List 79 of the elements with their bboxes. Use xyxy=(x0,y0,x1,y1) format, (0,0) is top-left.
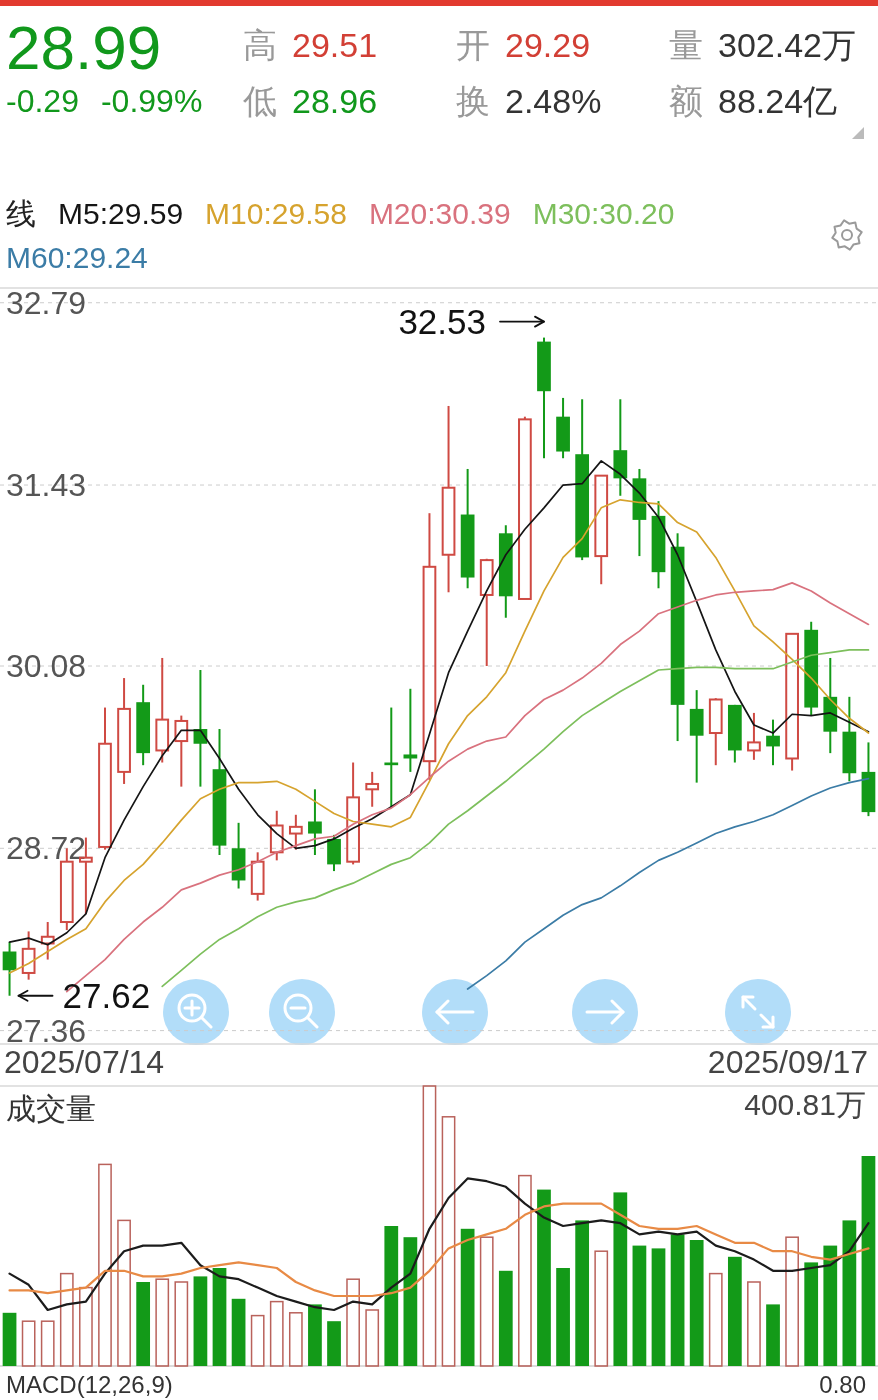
text: 302.42万 xyxy=(718,26,856,64)
bar xyxy=(518,1174,532,1367)
text: 开 xyxy=(456,26,490,64)
text: 低 xyxy=(243,82,277,120)
text: M30:30.20 xyxy=(532,196,675,230)
text: 29.51 xyxy=(292,26,378,64)
bar xyxy=(594,1250,609,1367)
bar xyxy=(308,1304,322,1366)
text: -0.99% xyxy=(100,83,203,119)
y-tick-label: 30.08 xyxy=(6,648,87,684)
bar xyxy=(59,1272,74,1367)
bar xyxy=(422,1085,437,1367)
annotation: 32.53 xyxy=(398,302,486,342)
bar xyxy=(556,1268,570,1366)
bar xyxy=(403,1237,418,1366)
bar xyxy=(842,1220,857,1366)
line-series xyxy=(466,777,870,990)
bar xyxy=(269,1300,284,1367)
y-tick-label: 31.43 xyxy=(6,467,87,504)
text: 28.96 xyxy=(292,82,378,120)
text: M10:29.58 xyxy=(205,196,347,230)
bar xyxy=(613,1192,628,1366)
chart-title: 成交量 xyxy=(6,1091,96,1125)
bar xyxy=(479,1236,494,1367)
text: 量 xyxy=(669,26,703,64)
bar xyxy=(212,1268,227,1366)
bar xyxy=(40,1320,55,1367)
bar xyxy=(747,1281,761,1367)
bar xyxy=(727,1256,742,1366)
text: M5:29.59 xyxy=(58,196,184,230)
y-tick-label: 28.72 xyxy=(6,830,87,867)
bar xyxy=(193,1276,208,1366)
bar xyxy=(823,1245,838,1366)
bar xyxy=(498,1270,513,1366)
bar xyxy=(365,1309,380,1367)
bar xyxy=(460,1228,475,1366)
bar xyxy=(117,1219,131,1367)
line-series xyxy=(161,649,870,988)
bar xyxy=(804,1262,819,1366)
bar xyxy=(327,1321,341,1366)
bar xyxy=(537,1189,551,1366)
text: 0.80 xyxy=(819,1370,866,1398)
text: 2.48% xyxy=(505,82,602,120)
legend-title: 线 xyxy=(6,196,36,230)
bar xyxy=(174,1281,189,1367)
text: -0.29 xyxy=(6,83,79,119)
bar xyxy=(21,1320,36,1367)
annotation: 400.81万 xyxy=(744,1087,866,1121)
y-tick-label: 32.79 xyxy=(6,284,87,321)
bar xyxy=(766,1304,780,1366)
bar xyxy=(288,1312,303,1367)
bar xyxy=(250,1314,265,1367)
bar xyxy=(2,1312,17,1366)
text: 换 xyxy=(456,82,490,120)
bar xyxy=(708,1272,723,1367)
bar xyxy=(231,1298,246,1366)
text: 29.29 xyxy=(505,26,591,64)
text: M20:30.39 xyxy=(368,196,511,230)
text: M60:29.24 xyxy=(6,240,148,274)
bar xyxy=(384,1226,399,1366)
annotation: 2025/09/17 xyxy=(707,1044,868,1080)
text: 28.99 xyxy=(6,12,162,82)
bar xyxy=(785,1236,799,1367)
bar xyxy=(346,1278,360,1367)
text: 高 xyxy=(243,26,277,64)
bar xyxy=(632,1245,647,1366)
bar xyxy=(136,1282,151,1366)
text: 88.24亿 xyxy=(718,82,838,120)
bar xyxy=(689,1240,704,1366)
bar xyxy=(98,1163,112,1367)
bar xyxy=(441,1116,456,1367)
bar xyxy=(575,1220,590,1366)
bar xyxy=(79,1286,93,1367)
bar xyxy=(651,1248,666,1366)
bar xyxy=(861,1156,876,1366)
text: 额 xyxy=(669,82,703,120)
bar xyxy=(670,1234,685,1366)
text: MACD(12,26,9) xyxy=(6,1370,173,1398)
bar xyxy=(155,1278,170,1367)
